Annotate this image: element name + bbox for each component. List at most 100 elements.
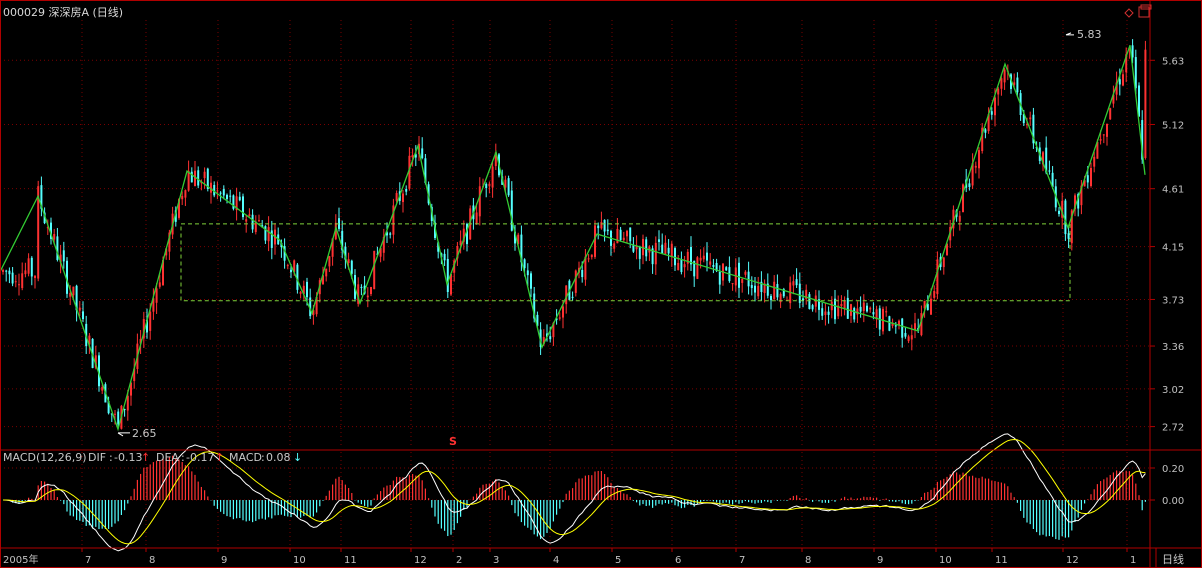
candle-body (309, 297, 312, 317)
candle-body (792, 281, 795, 286)
month-tick-label: 12 (1066, 555, 1079, 566)
macd-down-arrow: ↓ (293, 451, 302, 464)
candle-body (824, 311, 827, 315)
candle-body (776, 284, 779, 298)
candle-body (1115, 82, 1118, 95)
candle-body (210, 182, 212, 193)
zigzag-line (0, 44, 1146, 432)
candle-body (155, 288, 158, 303)
candle-body (520, 234, 523, 263)
candle-body (1032, 114, 1035, 144)
candle-body (1086, 175, 1089, 183)
candle-body (990, 111, 993, 115)
candle-body (117, 411, 120, 425)
candle-body (744, 271, 747, 275)
candle-body (968, 183, 971, 188)
candle-body (741, 278, 744, 283)
maximize-icon[interactable] (1138, 6, 1150, 18)
chart-overlays (0, 32, 1146, 437)
candle-body (683, 264, 686, 268)
candle-body (459, 240, 462, 246)
candle-body (382, 236, 385, 253)
candle-body (1112, 94, 1115, 104)
candle-body (21, 273, 24, 289)
candle-body (997, 88, 1000, 95)
candle-body (222, 189, 225, 196)
candle-body (504, 179, 507, 188)
candle-body (805, 289, 808, 299)
candle-body (187, 170, 190, 191)
candle-body (123, 409, 126, 411)
candle-body (30, 257, 33, 277)
candle-body (408, 155, 411, 189)
candle-body (571, 296, 574, 298)
low-marker-icon (117, 432, 130, 437)
month-tick-label: 5 (615, 555, 621, 566)
candle-body (101, 387, 104, 391)
candle-body (494, 152, 497, 167)
candle-body (562, 306, 564, 318)
candle-body (286, 265, 289, 267)
candle-body (920, 313, 923, 336)
candle-body (747, 271, 750, 287)
candle-body (475, 212, 478, 224)
candle-body (994, 97, 996, 116)
candle-body (808, 294, 811, 309)
candle-body (414, 154, 417, 158)
candle-body (1013, 82, 1016, 85)
diamond-icon[interactable] (1124, 8, 1134, 18)
candle-body (526, 270, 529, 276)
candle-body (706, 252, 708, 261)
candle-body (827, 311, 830, 315)
candle-body (1093, 156, 1096, 167)
candle-body (536, 314, 539, 326)
candle-body (702, 255, 705, 260)
candle-body (875, 309, 878, 320)
candle-body (603, 219, 606, 232)
candle-body (40, 185, 43, 209)
candle-body (690, 246, 692, 265)
low-annotation: 2.65 (132, 427, 157, 440)
candle-body (642, 238, 644, 256)
candle-body (1122, 74, 1124, 86)
candle-body (763, 283, 766, 293)
dif-line (2, 433, 1146, 552)
month-tick-label: 11 (995, 555, 1008, 566)
candle-body (1045, 147, 1048, 173)
candle-body (565, 285, 568, 305)
candle-body (248, 214, 251, 217)
candle-body (264, 226, 267, 241)
candle-body (606, 229, 609, 232)
candle-body (299, 292, 302, 294)
candle-body (584, 256, 587, 280)
candle-body (69, 292, 72, 297)
candle-body (379, 248, 382, 257)
candle-body (978, 150, 980, 169)
candle-body (165, 248, 168, 256)
candle-body (552, 322, 555, 338)
price-tick-label: 5.63 (1162, 56, 1184, 67)
candle-body (654, 242, 657, 265)
candle-body (613, 243, 616, 249)
candle-body (798, 283, 801, 303)
price-tick-label: 3.02 (1162, 385, 1184, 396)
candle-body (658, 239, 660, 242)
candle-body (821, 308, 824, 316)
candle-body (818, 299, 820, 310)
candle-body (232, 195, 235, 209)
candle-body (53, 234, 56, 240)
candle-body (645, 239, 648, 257)
candle-body (693, 260, 696, 277)
macd-panel (2, 433, 1147, 552)
candle-body (907, 336, 910, 342)
candle-body (466, 223, 468, 245)
candle-body (306, 281, 308, 298)
candle-body (782, 289, 785, 297)
candle-body (859, 306, 862, 312)
candle-body (677, 262, 680, 271)
dif-name: DIF (88, 451, 106, 464)
candle-body (1125, 54, 1128, 73)
tab-daily[interactable]: 日线 (1162, 552, 1184, 566)
chart-labels: 5.63 5.12 4.61 4.15 3.73 3.36 3.02 2.72 2005年 7 8 9… (3, 28, 1184, 566)
